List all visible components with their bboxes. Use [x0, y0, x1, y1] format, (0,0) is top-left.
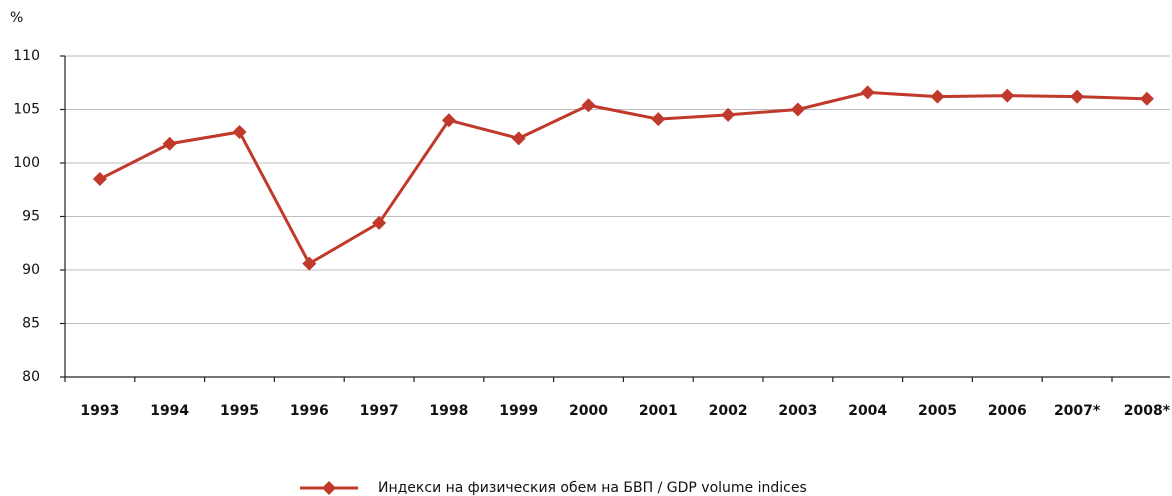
data-line — [99, 90, 1147, 266]
x-tick-label: 2003 — [778, 403, 817, 419]
data-point — [232, 124, 247, 139]
x-tick-label: 1996 — [290, 403, 329, 419]
x-tick-label: 1993 — [80, 403, 119, 419]
x-tick-label: 2005 — [918, 403, 957, 419]
y-tick-label: 80 — [22, 369, 40, 385]
x-tick-label: 2007* — [1054, 403, 1101, 419]
data-point — [1000, 88, 1015, 103]
data-point — [930, 89, 945, 104]
data-point — [860, 85, 875, 100]
x-tick-label: 2004 — [848, 403, 887, 419]
data-point — [162, 136, 177, 151]
y-tick-label: 90 — [22, 262, 40, 278]
data-point — [441, 113, 456, 128]
x-tick-label: 1995 — [220, 403, 259, 419]
y-tick-label: 95 — [22, 209, 40, 225]
data-point — [581, 98, 596, 113]
data-point — [1139, 91, 1154, 106]
y-axis-label: % — [10, 10, 23, 26]
data-point — [1070, 89, 1085, 104]
data-point — [651, 112, 666, 127]
y-tick-label: 110 — [13, 48, 40, 64]
x-tick-label: 2001 — [639, 403, 678, 419]
x-tick-label: 2008* — [1124, 403, 1171, 419]
data-point — [372, 215, 387, 230]
x-tick-label: 1994 — [150, 403, 189, 419]
x-tick-label: 2006 — [988, 403, 1027, 419]
x-tick-label: 2000 — [569, 403, 608, 419]
x-tick-label: 1998 — [429, 403, 468, 419]
x-tick-label: 1997 — [360, 403, 399, 419]
data-point — [302, 256, 317, 271]
data-point — [790, 102, 805, 117]
data-point — [92, 172, 107, 187]
y-tick-label: 85 — [22, 316, 40, 332]
data-point — [511, 131, 526, 146]
data-point — [721, 107, 736, 122]
y-tick-label: 105 — [13, 102, 40, 118]
legend-label: Индекси на физическия обем на БВП / GDP … — [378, 480, 807, 496]
y-tick-label: 100 — [13, 155, 40, 171]
legend-marker — [322, 481, 336, 495]
x-tick-label: 1999 — [499, 403, 538, 419]
x-tick-label: 2002 — [709, 403, 748, 419]
